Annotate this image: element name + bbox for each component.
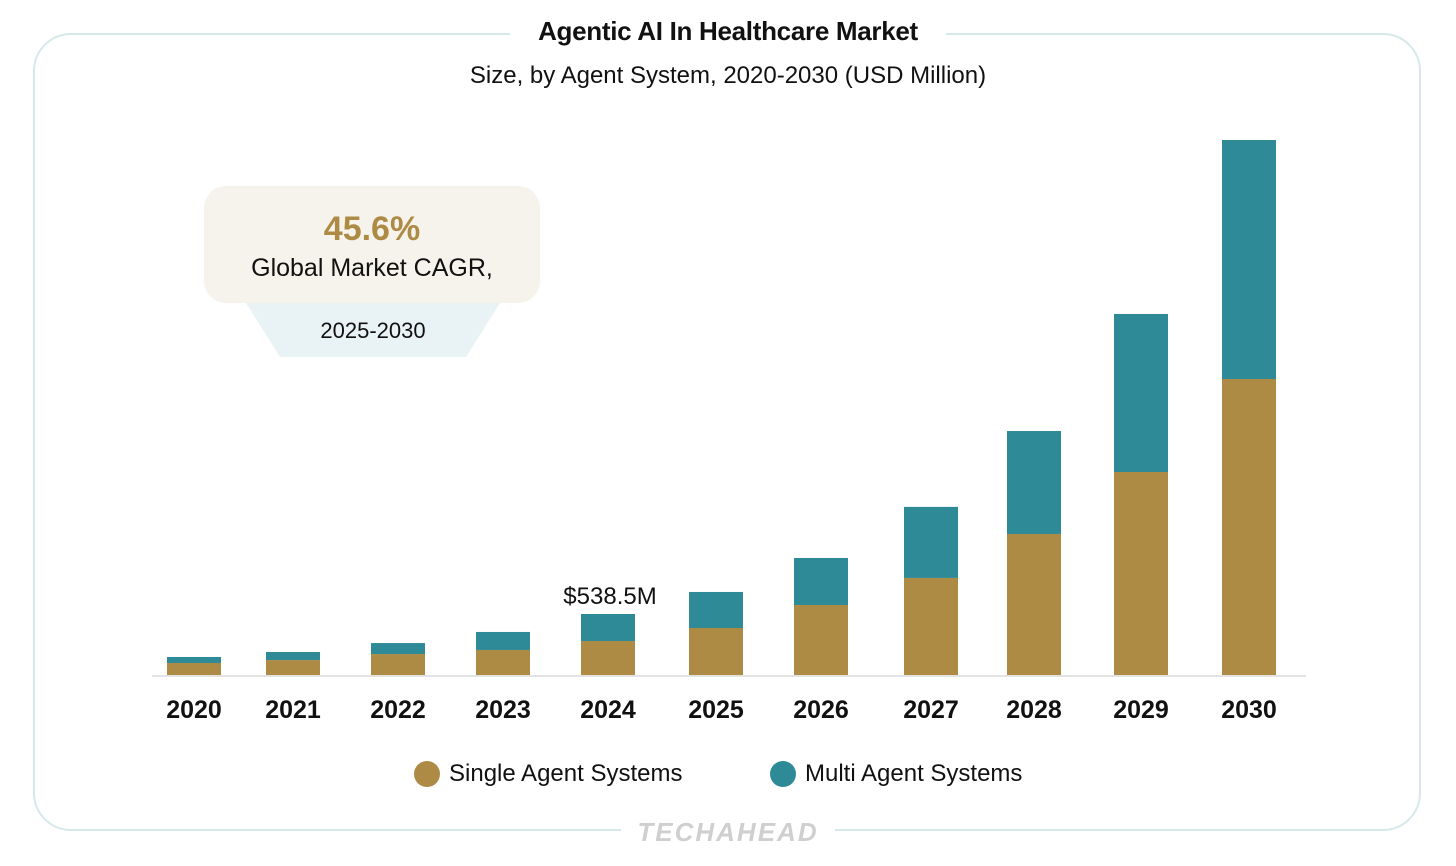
legend-swatch-multi xyxy=(770,761,796,787)
x-tick-label-2024: 2024 xyxy=(580,696,636,724)
x-tick-label-2027: 2027 xyxy=(903,696,959,724)
legend-item-single: Single Agent Systems xyxy=(414,760,682,788)
bar-multi-2029 xyxy=(1114,313,1168,473)
x-tick-label-2030: 2030 xyxy=(1221,696,1277,724)
legend: Single Agent Systems Multi Agent Systems xyxy=(0,760,1456,796)
bar-multi-2021 xyxy=(266,652,320,661)
bar-multi-2024 xyxy=(581,614,635,642)
bar-single-2020 xyxy=(167,662,221,675)
annotations: $538.5M xyxy=(563,583,656,610)
brand-logo: TECHAHEAD xyxy=(621,818,835,846)
bar-single-2024 xyxy=(581,641,635,675)
x-tick-label-2023: 2023 xyxy=(475,696,531,724)
legend-item-multi: Multi Agent Systems xyxy=(770,760,1022,788)
title-wrap: Agentic AI In Healthcare Market xyxy=(0,14,1456,48)
chart-title: Agentic AI In Healthcare Market xyxy=(510,14,946,48)
x-tick-label-2022: 2022 xyxy=(370,696,426,724)
x-tick-label-2020: 2020 xyxy=(166,696,222,724)
bar-multi-2023 xyxy=(476,631,530,650)
x-tick-label-2025: 2025 xyxy=(688,696,744,724)
bar-single-2027 xyxy=(904,577,958,675)
cagr-period-tab: 2025-2030 xyxy=(246,303,500,357)
bar-multi-2030 xyxy=(1222,139,1276,380)
legend-swatch-single xyxy=(414,761,440,787)
x-tick-labels: 2020 2021 2022 2023 2024 2025 2026 2027 2028 2029… xyxy=(166,696,1277,724)
data-label-2024: $538.5M xyxy=(563,583,656,610)
chart-subtitle: Size, by Agent System, 2020-2030 (USD Mi… xyxy=(469,62,987,89)
bar-single-2030 xyxy=(1222,379,1276,675)
bar-single-2022 xyxy=(371,654,425,675)
x-tick-label-2026: 2026 xyxy=(793,696,849,724)
bar-single-2028 xyxy=(1007,533,1061,675)
bar-single-2023 xyxy=(476,649,530,675)
x-tick-label-2021: 2021 xyxy=(265,696,321,724)
bar-single-2026 xyxy=(794,604,848,675)
bar-single-2029 xyxy=(1114,472,1168,675)
bar-single-2021 xyxy=(266,660,320,675)
bar-multi-2028 xyxy=(1007,431,1061,534)
cagr-callout: 45.6% Global Market CAGR, xyxy=(204,186,540,303)
cagr-period: 2025-2030 xyxy=(320,318,426,343)
legend-label-multi: Multi Agent Systems xyxy=(805,760,1023,787)
cagr-value: 45.6% xyxy=(323,210,421,248)
bar-single-2025 xyxy=(689,627,743,675)
x-tick-label-2028: 2028 xyxy=(1006,696,1062,724)
bar-multi-2026 xyxy=(794,557,848,605)
bars-group xyxy=(167,139,1276,675)
x-tick-label-2029: 2029 xyxy=(1113,696,1169,724)
bar-multi-2027 xyxy=(904,506,958,578)
footer: TECHAHEAD xyxy=(0,818,1456,846)
cagr-label: Global Market CAGR, xyxy=(251,254,493,282)
callout-tab-shape xyxy=(246,303,500,357)
bar-multi-2022 xyxy=(371,643,425,655)
bar-multi-2025 xyxy=(689,591,743,628)
bar-multi-2020 xyxy=(167,656,221,663)
legend-label-single: Single Agent Systems xyxy=(449,760,683,787)
